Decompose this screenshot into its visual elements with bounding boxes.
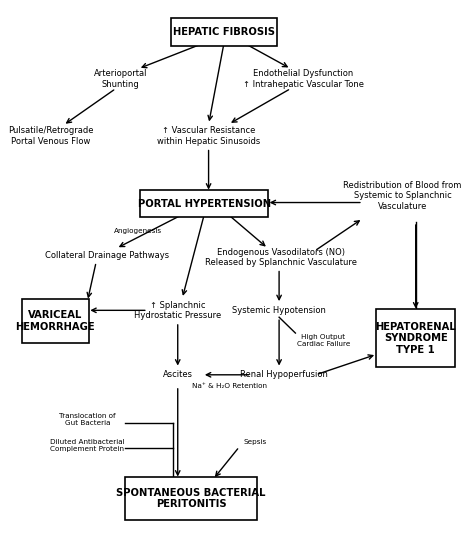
Text: Sepsis: Sepsis — [244, 439, 267, 445]
FancyBboxPatch shape — [125, 477, 257, 520]
FancyBboxPatch shape — [376, 309, 456, 367]
Text: Arterioportal
Shunting: Arterioportal Shunting — [94, 69, 147, 89]
Text: High Output
Cardiac Failure: High Output Cardiac Failure — [297, 334, 350, 348]
Text: ↑ Vascular Resistance
within Hepatic Sinusoids: ↑ Vascular Resistance within Hepatic Sin… — [157, 126, 260, 146]
Text: Translocation of
Gut Bacteria: Translocation of Gut Bacteria — [59, 413, 116, 426]
FancyBboxPatch shape — [22, 299, 89, 343]
Text: SPONTANEOUS BACTERIAL
PERITONITIS: SPONTANEOUS BACTERIAL PERITONITIS — [116, 488, 266, 509]
Text: VARICEAL
HEMORRHAGE: VARICEAL HEMORRHAGE — [15, 310, 95, 332]
Text: Systemic Hypotension: Systemic Hypotension — [232, 306, 326, 315]
Text: Endothelial Dysfunction
↑ Intrahepatic Vascular Tone: Endothelial Dysfunction ↑ Intrahepatic V… — [243, 69, 364, 89]
Text: HEPATORENAL
SYNDROME
TYPE 1: HEPATORENAL SYNDROME TYPE 1 — [375, 322, 456, 355]
Text: Renal Hypoperfusion: Renal Hypoperfusion — [239, 370, 328, 379]
Text: ↑ Splanchnic
Hydrostatic Pressure: ↑ Splanchnic Hydrostatic Pressure — [134, 301, 221, 320]
Text: Collateral Drainage Pathways: Collateral Drainage Pathways — [45, 251, 169, 260]
Text: Na⁺ & H₂O Retention: Na⁺ & H₂O Retention — [192, 383, 267, 389]
Text: Angiogenesis: Angiogenesis — [114, 228, 162, 234]
Text: Redistribution of Blood from
Systemic to Splanchnic
Vasculature: Redistribution of Blood from Systemic to… — [343, 181, 462, 210]
Text: Endogenous Vasodilators (NO)
Released by Splanchnic Vasculature: Endogenous Vasodilators (NO) Released by… — [205, 248, 357, 267]
FancyBboxPatch shape — [171, 18, 277, 45]
Text: Ascites: Ascites — [163, 370, 193, 379]
Text: PORTAL HYPERTENSION: PORTAL HYPERTENSION — [137, 199, 271, 209]
Text: Pulsatile/Retrograde
Portal Venous Flow: Pulsatile/Retrograde Portal Venous Flow — [8, 126, 93, 146]
Text: HEPATIC FIBROSIS: HEPATIC FIBROSIS — [173, 27, 275, 37]
FancyBboxPatch shape — [140, 190, 268, 217]
Text: Diluted Antibacterial
Complement Protein: Diluted Antibacterial Complement Protein — [50, 439, 125, 452]
